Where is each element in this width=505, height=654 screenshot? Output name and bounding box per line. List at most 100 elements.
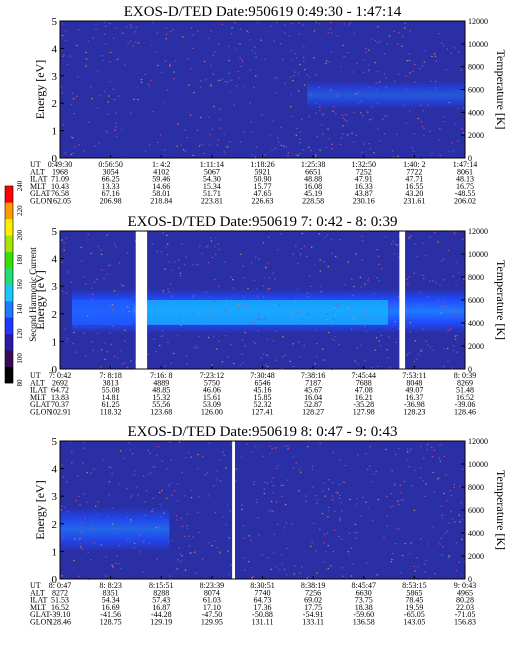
noise-pixel bbox=[285, 522, 287, 524]
colorbar-tick-label: 80 bbox=[16, 379, 24, 387]
orbit-row-label: GLAT bbox=[30, 610, 51, 619]
noise-pixel bbox=[416, 256, 419, 258]
noise-pixel bbox=[332, 550, 335, 552]
noise-pixel bbox=[426, 296, 429, 298]
noise-pixel bbox=[332, 482, 334, 484]
orbit-value: 7:53:11 bbox=[402, 371, 426, 380]
noise-pixel bbox=[395, 527, 397, 529]
noise-pixel bbox=[448, 555, 450, 557]
noise-pixel bbox=[105, 556, 107, 558]
noise-pixel bbox=[266, 31, 268, 33]
noise-pixel bbox=[186, 136, 189, 139]
orbit-value: 14.66 bbox=[152, 182, 170, 191]
orbit-value: 7740 bbox=[255, 588, 271, 597]
noise-pixel bbox=[164, 268, 166, 270]
noise-pixel bbox=[209, 296, 211, 298]
y2-tick-label: 12000 bbox=[468, 17, 488, 26]
noise-pixel bbox=[394, 542, 397, 545]
noise-pixel bbox=[162, 232, 164, 234]
noise-pixel bbox=[322, 133, 324, 135]
noise-pixel bbox=[437, 310, 440, 312]
noise-pixel bbox=[347, 261, 350, 263]
noise-pixel bbox=[392, 240, 395, 242]
noise-pixel bbox=[154, 51, 157, 53]
noise-pixel bbox=[408, 59, 411, 62]
noise-pixel bbox=[163, 512, 165, 514]
noise-pixel bbox=[206, 245, 209, 247]
noise-pixel bbox=[347, 551, 349, 553]
noise-pixel bbox=[205, 291, 208, 293]
noise-pixel bbox=[280, 484, 282, 487]
noise-pixel bbox=[398, 256, 400, 258]
noise-pixel bbox=[162, 329, 164, 331]
noise-pixel bbox=[130, 494, 133, 496]
noise-pixel bbox=[356, 347, 358, 349]
noise-pixel bbox=[386, 515, 388, 517]
noise-pixel bbox=[147, 353, 150, 355]
orbit-value: 67.16 bbox=[102, 189, 120, 198]
noise-pixel bbox=[126, 488, 128, 490]
noise-pixel bbox=[327, 128, 329, 130]
noise-pixel bbox=[96, 305, 98, 307]
noise-pixel bbox=[132, 45, 134, 47]
noise-pixel bbox=[368, 143, 370, 145]
noise-pixel bbox=[225, 298, 228, 300]
noise-pixel bbox=[452, 150, 454, 152]
noise-pixel bbox=[188, 452, 190, 454]
orbit-value: -71.05 bbox=[455, 610, 476, 619]
noise-pixel bbox=[379, 81, 381, 83]
orbit-value: 64.72 bbox=[51, 386, 69, 395]
noise-pixel bbox=[70, 136, 72, 138]
noise-pixel bbox=[214, 278, 216, 281]
noise-pixel bbox=[93, 468, 95, 470]
noise-pixel bbox=[254, 342, 256, 345]
noise-pixel bbox=[282, 336, 284, 338]
noise-pixel bbox=[166, 234, 168, 236]
noise-pixel bbox=[149, 472, 152, 474]
orbit-value: 1:32:50 bbox=[352, 160, 376, 169]
noise-pixel bbox=[140, 81, 143, 83]
noise-pixel bbox=[156, 558, 158, 560]
noise-pixel bbox=[332, 452, 334, 454]
noise-pixel bbox=[311, 465, 314, 467]
noise-pixel bbox=[235, 85, 238, 87]
noise-pixel bbox=[368, 69, 370, 71]
noise-pixel bbox=[116, 528, 119, 530]
noise-pixel bbox=[346, 120, 348, 122]
noise-pixel bbox=[281, 495, 283, 498]
noise-pixel bbox=[430, 447, 433, 449]
noise-pixel bbox=[294, 565, 296, 567]
orbit-value: -35.28 bbox=[353, 400, 374, 409]
y-tick-label: 4 bbox=[52, 464, 58, 476]
noise-pixel bbox=[117, 357, 119, 359]
noise-pixel bbox=[261, 114, 263, 116]
noise-pixel bbox=[456, 261, 458, 264]
noise-pixel bbox=[107, 323, 109, 325]
noise-pixel bbox=[409, 322, 412, 324]
noise-pixel bbox=[185, 355, 188, 357]
noise-pixel bbox=[109, 51, 112, 53]
noise-pixel bbox=[397, 296, 400, 298]
noise-pixel bbox=[283, 527, 285, 529]
noise-pixel bbox=[316, 502, 318, 504]
noise-pixel bbox=[449, 305, 452, 307]
noise-pixel bbox=[313, 522, 315, 525]
noise-pixel bbox=[274, 77, 277, 79]
data-gap bbox=[135, 231, 148, 369]
noise-pixel bbox=[351, 278, 353, 280]
noise-pixel bbox=[369, 465, 371, 467]
orbit-value: 8: 0:39 bbox=[454, 371, 476, 380]
noise-pixel bbox=[263, 488, 266, 490]
noise-pixel bbox=[251, 577, 253, 579]
orbit-value: 47.65 bbox=[254, 189, 272, 198]
noise-pixel bbox=[299, 356, 301, 358]
noise-pixel bbox=[227, 146, 229, 148]
noise-pixel bbox=[240, 65, 242, 68]
noise-pixel bbox=[192, 296, 194, 298]
noise-pixel bbox=[457, 271, 460, 273]
noise-pixel bbox=[199, 86, 202, 88]
panel-2: EXOS-D/TED Date:950619 7: 0:42 - 8: 0:39… bbox=[30, 214, 505, 417]
noise-pixel bbox=[92, 37, 94, 39]
noise-pixel bbox=[316, 356, 318, 358]
noise-pixel bbox=[255, 52, 257, 54]
